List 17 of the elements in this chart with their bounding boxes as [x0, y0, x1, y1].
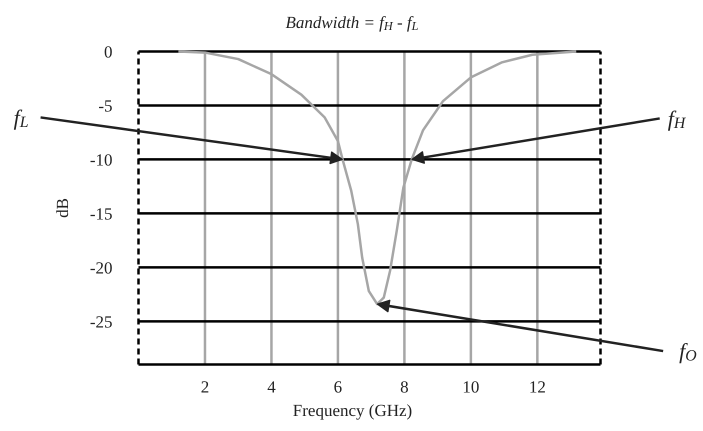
x-tick-label: 4 [267, 378, 276, 396]
y-tick-label: -25 [90, 312, 113, 332]
x-tick-label: 6 [334, 378, 342, 396]
y-tick-label: 0 [104, 42, 112, 62]
x-tick-label: 2 [200, 378, 210, 396]
annotation: fL [14, 104, 29, 131]
x-tick-label: 10 [462, 378, 480, 396]
y-tick-label: -10 [90, 150, 113, 170]
x-tick-label: 8 [400, 378, 409, 396]
y-tick-label: -15 [90, 204, 113, 224]
y-tick-label: -5 [98, 96, 113, 116]
x-tick-label: 12 [528, 378, 546, 396]
x-axis-title: Frequency (GHz) [292, 401, 412, 420]
y-tick-label: -20 [90, 258, 113, 278]
y-axis-title: dB [53, 198, 72, 218]
annotation: fO [679, 338, 698, 364]
annotation: fH [668, 106, 687, 132]
